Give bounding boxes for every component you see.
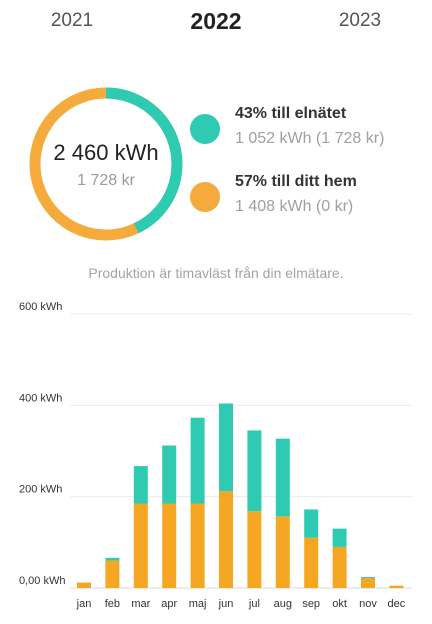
bar-grid-apr[interactable]	[162, 445, 177, 504]
bar-home-feb[interactable]	[105, 560, 120, 588]
legend-home: 57% till ditt hem 1 408 kWh (0 kr)	[190, 168, 430, 228]
home-dot-icon	[190, 182, 220, 212]
x-tick-label-feb: feb	[105, 598, 120, 610]
bar-home-nov[interactable]	[361, 577, 375, 588]
x-tick-label-jan: jan	[76, 598, 92, 610]
bar-grid-jun[interactable]	[219, 403, 233, 492]
bar-home-aug[interactable]	[275, 516, 290, 588]
bar-grid-aug[interactable]	[275, 438, 290, 517]
grid-dot-icon	[190, 114, 220, 144]
year-selector: 2021 2022 2023	[0, 0, 432, 50]
y-tick-label: 200 kWh	[19, 484, 62, 496]
bar-grid-nov[interactable]	[361, 577, 375, 578]
year-tab-current[interactable]: 2022	[190, 8, 242, 34]
bar-grid-maj[interactable]	[190, 417, 205, 504]
year-tab-next[interactable]: 2023	[338, 10, 382, 31]
bar-grid-mar[interactable]	[133, 466, 148, 504]
production-donut: 2 460 kWh 1 728 kr	[28, 86, 184, 242]
x-tick-label-mar: mar	[131, 598, 150, 610]
info-text: Produktion är timavläst från din elmätar…	[88, 265, 344, 281]
total-production: 2 460 kWh	[53, 140, 159, 165]
bar-grid-okt[interactable]	[332, 528, 347, 547]
donut-center: 2 460 kWh 1 728 kr	[28, 86, 184, 242]
bar-home-jan[interactable]	[77, 582, 91, 588]
bar-home-sep[interactable]	[304, 537, 319, 588]
x-tick-label-jul: jul	[248, 598, 260, 610]
total-cost: 1 728 kr	[77, 172, 135, 189]
production-summary: 2 460 kWh 1 728 kr 43% till elnätet 1 05…	[28, 86, 428, 246]
donut-chart	[29, 87, 183, 241]
year-tab-previous[interactable]: 2021	[50, 10, 94, 31]
bar-grid-sep[interactable]	[304, 509, 319, 538]
bar-home-okt[interactable]	[332, 546, 347, 588]
bar-home-maj[interactable]	[190, 503, 205, 588]
bar-home-dec[interactable]	[389, 585, 404, 588]
bar-home-jul[interactable]	[247, 511, 262, 588]
x-tick-label-apr: apr	[161, 598, 177, 610]
x-tick-label-nov: nov	[359, 598, 377, 610]
bar-home-apr[interactable]	[162, 503, 177, 588]
monthly-production-chart: 0,00 kWh 200 kWh 400 kWh 600 kWh jan feb mar ap…	[0, 296, 432, 619]
x-tick-label-dec: dec	[388, 598, 406, 610]
x-tick-label-sep: sep	[302, 598, 320, 610]
bar-home-jun[interactable]	[219, 491, 233, 588]
y-tick-label: 0,00 kWh	[19, 575, 65, 587]
grid-share-detail: 1 052 kWh (1 728 kr)	[235, 130, 385, 147]
x-tick-label-maj: maj	[189, 598, 207, 610]
bar-home-mar[interactable]	[133, 503, 148, 588]
x-tick-label-aug: aug	[274, 598, 292, 610]
bar-chart: 0,00 kWh 200 kWh 400 kWh 600 kWh jan feb mar ap…	[19, 301, 412, 610]
x-tick-label-okt: okt	[332, 598, 347, 610]
x-tick-label-jun: jun	[218, 598, 234, 610]
bar-grid-feb[interactable]	[105, 557, 120, 561]
y-tick-label: 600 kWh	[19, 301, 62, 313]
legend-grid: 43% till elnätet 1 052 kWh (1 728 kr)	[190, 100, 430, 160]
donut-grid-segment	[29, 87, 183, 241]
grid-share-title: 43% till elnätet	[235, 105, 347, 122]
y-tick-label: 400 kWh	[19, 392, 62, 404]
bar-grid-jul[interactable]	[247, 430, 262, 512]
home-share-title: 57% till ditt hem	[235, 173, 357, 190]
home-share-detail: 1 408 kWh (0 kr)	[235, 198, 354, 215]
